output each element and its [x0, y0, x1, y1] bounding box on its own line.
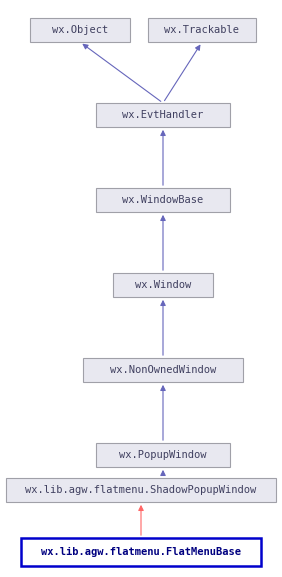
FancyBboxPatch shape	[21, 538, 261, 566]
Text: wx.lib.agw.flatmenu.ShadowPopupWindow: wx.lib.agw.flatmenu.ShadowPopupWindow	[25, 485, 257, 495]
Text: wx.EvtHandler: wx.EvtHandler	[122, 110, 204, 120]
Text: wx.PopupWindow: wx.PopupWindow	[119, 450, 207, 460]
FancyBboxPatch shape	[30, 18, 130, 42]
FancyBboxPatch shape	[148, 18, 256, 42]
FancyBboxPatch shape	[96, 103, 230, 127]
Text: wx.NonOwnedWindow: wx.NonOwnedWindow	[110, 365, 216, 375]
Text: wx.Window: wx.Window	[135, 280, 191, 290]
FancyBboxPatch shape	[96, 443, 230, 467]
FancyBboxPatch shape	[83, 358, 243, 382]
Text: wx.lib.agw.flatmenu.FlatMenuBase: wx.lib.agw.flatmenu.FlatMenuBase	[41, 547, 241, 557]
FancyBboxPatch shape	[96, 188, 230, 212]
Text: wx.WindowBase: wx.WindowBase	[122, 195, 204, 205]
FancyBboxPatch shape	[6, 478, 276, 502]
Text: wx.Object: wx.Object	[52, 25, 108, 35]
Text: wx.Trackable: wx.Trackable	[164, 25, 239, 35]
FancyBboxPatch shape	[113, 273, 213, 297]
